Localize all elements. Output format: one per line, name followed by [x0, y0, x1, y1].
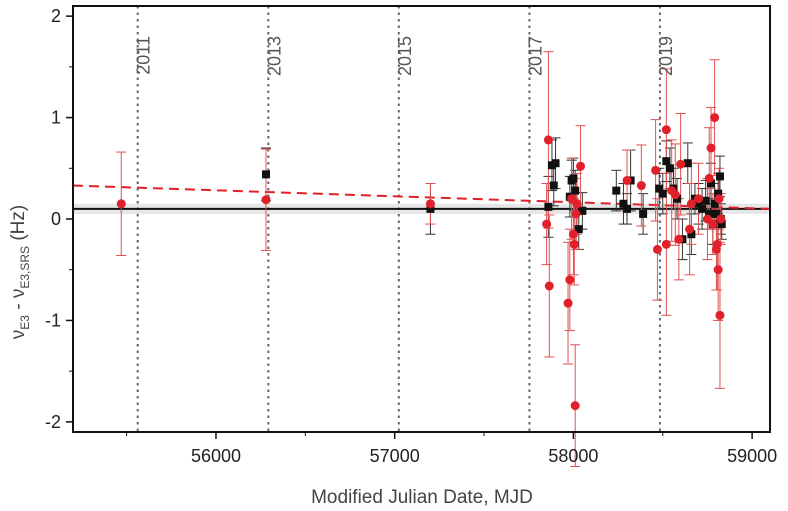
- red-point-27: [694, 194, 704, 204]
- black-point-34: [712, 209, 721, 218]
- year-label-2011: 2011: [134, 36, 154, 75]
- red-point-20: [661, 125, 671, 135]
- year-label-2019: 2019: [656, 36, 676, 76]
- black-point-17: [655, 184, 664, 193]
- black-point-19: [662, 157, 671, 166]
- year-label-2017: 2017: [525, 36, 545, 76]
- black-point-38: [717, 220, 726, 229]
- black-point-0: [262, 170, 271, 179]
- red-point-29: [704, 173, 714, 183]
- black-point-12: [612, 186, 621, 195]
- black-point-30: [705, 209, 714, 218]
- trend-line-dashed: [72, 184, 771, 210]
- red-point-9: [568, 229, 578, 239]
- red-point-23: [674, 234, 684, 244]
- red-point-37: [715, 310, 725, 320]
- red-point-19: [661, 239, 671, 249]
- y-tick-label--1: -1: [45, 310, 61, 330]
- black-point-33: [710, 199, 719, 208]
- black-point-8: [569, 174, 578, 183]
- y-tick-label--2: -2: [45, 412, 61, 432]
- black-point-29: [701, 196, 710, 205]
- y-axis-title-prefix: ν: [8, 330, 29, 340]
- y-tick-label-0: 0: [51, 209, 61, 229]
- black-point-4: [549, 181, 558, 190]
- black-point-11: [578, 206, 587, 215]
- red-point-24: [676, 159, 686, 169]
- red-point-6: [563, 298, 573, 308]
- red-point-26: [686, 199, 696, 209]
- black-point-31: [707, 179, 716, 188]
- red-point-25: [685, 224, 695, 234]
- red-point-1: [261, 195, 271, 205]
- x-axis-title: Modified Julian Date, MJD: [311, 487, 533, 508]
- y-tick-label-1: 1: [51, 108, 61, 128]
- y-axis-title-mid: - ν: [8, 289, 29, 315]
- black-point-13: [619, 199, 628, 208]
- black-point-24: [683, 159, 692, 168]
- x-tick-label-58000: 58000: [548, 446, 598, 466]
- year-label-2013: 2013: [264, 36, 284, 76]
- red-point-16: [636, 181, 646, 191]
- red-point-32: [710, 113, 720, 123]
- y-axis-title: νE3 - νE3,SRS (Hz): [8, 205, 32, 339]
- black-point-18: [658, 189, 667, 198]
- red-point-5: [544, 281, 554, 291]
- red-point-15: [622, 175, 632, 185]
- black-point-9: [571, 186, 580, 195]
- black-point-20: [665, 164, 674, 173]
- red-point-22: [670, 190, 680, 200]
- error-bars: [116, 51, 727, 467]
- black-point-5: [551, 159, 560, 168]
- x-tick-label-56000: 56000: [191, 446, 241, 466]
- black-point-16: [639, 209, 648, 218]
- red-point-38: [716, 214, 726, 224]
- black-point-10: [574, 225, 583, 234]
- trend-line: [72, 184, 771, 210]
- red-point-18: [652, 244, 662, 254]
- axes: [66, 5, 771, 439]
- black-point-1: [426, 204, 435, 213]
- y-tick-label-2: 2: [51, 6, 61, 26]
- y-axis-title-sub2: E3,SRS: [18, 246, 32, 289]
- red-point-12: [571, 209, 581, 219]
- red-point-34: [712, 239, 722, 249]
- data-points: [116, 113, 726, 411]
- red-point-7: [565, 275, 575, 285]
- year-label-2015: 2015: [395, 36, 415, 76]
- black-point-2: [544, 202, 553, 211]
- red-point-10: [569, 239, 579, 249]
- red-point-17: [651, 165, 661, 175]
- tick-labels: 2011 2013 2015 2017 2019 56000 57000 58000 59000…: [45, 6, 777, 466]
- black-point-27: [694, 199, 703, 208]
- red-point-11: [570, 401, 580, 411]
- red-point-30: [706, 143, 716, 153]
- x-tick-label-59000: 59000: [727, 446, 777, 466]
- y-axis-title-suffix: (Hz): [8, 205, 29, 246]
- red-point-3: [542, 219, 552, 229]
- black-point-35: [714, 189, 723, 198]
- black-point-36: [715, 172, 724, 181]
- red-point-14: [576, 161, 586, 171]
- black-point-28: [698, 204, 707, 213]
- red-point-36: [714, 194, 724, 204]
- black-point-25: [687, 230, 696, 239]
- red-point-4: [543, 135, 553, 145]
- red-point-35: [713, 265, 723, 275]
- black-point-14: [623, 204, 632, 213]
- red-point-2: [425, 199, 435, 209]
- red-point-0: [116, 199, 126, 209]
- red-point-13: [572, 199, 582, 209]
- x-tick-label-57000: 57000: [370, 446, 420, 466]
- red-point-31: [708, 219, 718, 229]
- y-axis-title-sub1: E3: [18, 315, 32, 330]
